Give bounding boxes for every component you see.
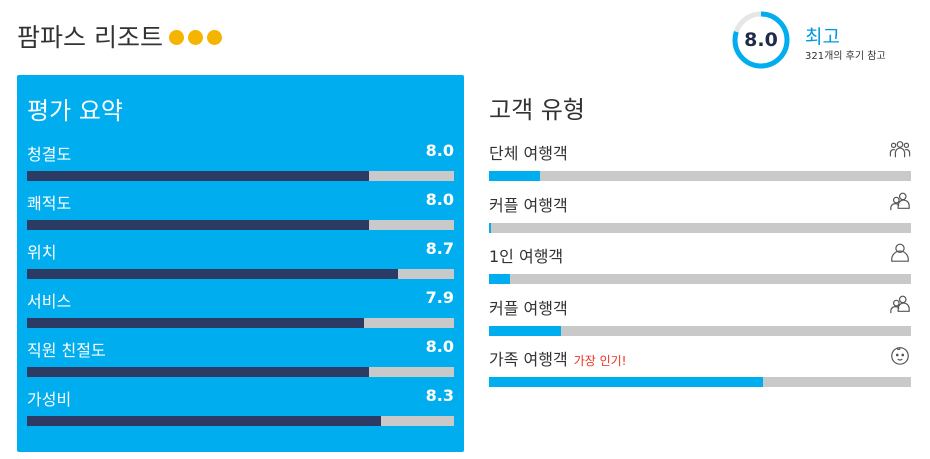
popular-badge: 가장 인기!: [573, 354, 627, 368]
rating-row: 쾌적도 8.0: [27, 190, 454, 230]
rating-bar-fill: [27, 171, 369, 181]
rating-summary-panel: 평가 요약 청결도 8.0 쾌적도 8.0 위치 8.7 서비스 7.9 직원 친절도 8.0 가성…: [17, 75, 464, 452]
customer-type-title: 고객 유형: [489, 96, 585, 124]
customer-type-label: 가족 여행객: [489, 350, 568, 369]
rating-summary-title: 평가 요약: [27, 97, 123, 125]
rating-bar: [27, 318, 454, 328]
customer-type-row: 단체 여행객: [489, 141, 911, 181]
star-dot-icon: [168, 30, 184, 45]
single-person-icon: [889, 241, 911, 267]
hotel-title: 팜파스 리조트: [17, 18, 222, 54]
customer-type-bar: [489, 222, 911, 233]
rating-row: 서비스 7.9: [27, 288, 454, 328]
customer-type-row: 커플 여행객: [489, 295, 911, 336]
rating-bar-fill: [27, 367, 369, 377]
review-count: 321개의 후기 참고: [805, 51, 886, 62]
customer-type-label: 커플 여행객: [489, 298, 568, 318]
score-value: 8.0: [744, 29, 778, 51]
rating-value: 7.9: [425, 288, 454, 307]
star-dot-icon: [206, 30, 222, 45]
rating-label: 서비스: [27, 292, 72, 311]
customer-type-bar-fill: [489, 274, 511, 284]
rating-bar-fill: [27, 220, 369, 230]
score-label: 최고: [805, 26, 840, 48]
customer-type-bar-fill: [489, 325, 561, 336]
baby-icon: [889, 344, 911, 370]
star-rating: [168, 30, 222, 45]
customer-type-bar: [489, 325, 911, 336]
hotel-name: 팜파스 리조트: [17, 23, 163, 52]
rating-row: 위치 8.7: [27, 239, 454, 279]
rating-label: 직원 친절도: [27, 341, 106, 360]
rating-row: 가성비 8.3: [27, 386, 454, 426]
customer-type-label: 1인 여행객: [489, 247, 564, 266]
customer-type-label: 커플 여행객: [489, 195, 568, 215]
customer-type-bar: [489, 171, 911, 181]
rating-bar: [27, 367, 454, 377]
customer-type-row: 가족 여행객 가장 인기!: [489, 347, 911, 387]
couple-icon: [889, 293, 911, 319]
rating-label: 청결도: [27, 145, 72, 164]
rating-label: 위치: [27, 243, 57, 262]
rating-bar-fill: [27, 318, 365, 328]
customer-type-bar-fill: [489, 171, 540, 181]
rating-label: 쾌적도: [27, 194, 72, 213]
customer-type-row: 1인 여행객: [489, 243, 911, 284]
customer-type-bar: [489, 377, 911, 387]
rating-bar: [27, 416, 454, 426]
rating-value: 8.3: [425, 386, 454, 405]
rating-value: 8.0: [425, 337, 454, 356]
customer-type-bar-fill: [489, 222, 492, 233]
group-icon: [889, 138, 911, 164]
rating-row: 청결도 8.0: [27, 141, 454, 181]
rating-label: 가성비: [27, 390, 72, 409]
rating-value: 8.0: [425, 141, 454, 160]
rating-value: 8.7: [425, 239, 454, 258]
rating-bar: [27, 269, 454, 279]
customer-type-row: 커플 여행객: [489, 192, 911, 233]
customer-type-bar: [489, 274, 911, 284]
score-ring: 8.0: [731, 10, 791, 70]
couple-icon: [889, 190, 911, 216]
rating-row: 직원 친절도 8.0: [27, 337, 454, 377]
star-dot-icon: [187, 30, 203, 45]
customer-type-label: 단체 여행객: [489, 144, 568, 163]
rating-value: 8.0: [425, 190, 454, 209]
rating-bar-fill: [27, 416, 382, 426]
rating-bar: [27, 171, 454, 181]
customer-type-bar-fill: [489, 377, 764, 387]
rating-bar-fill: [27, 269, 399, 279]
rating-bar: [27, 220, 454, 230]
